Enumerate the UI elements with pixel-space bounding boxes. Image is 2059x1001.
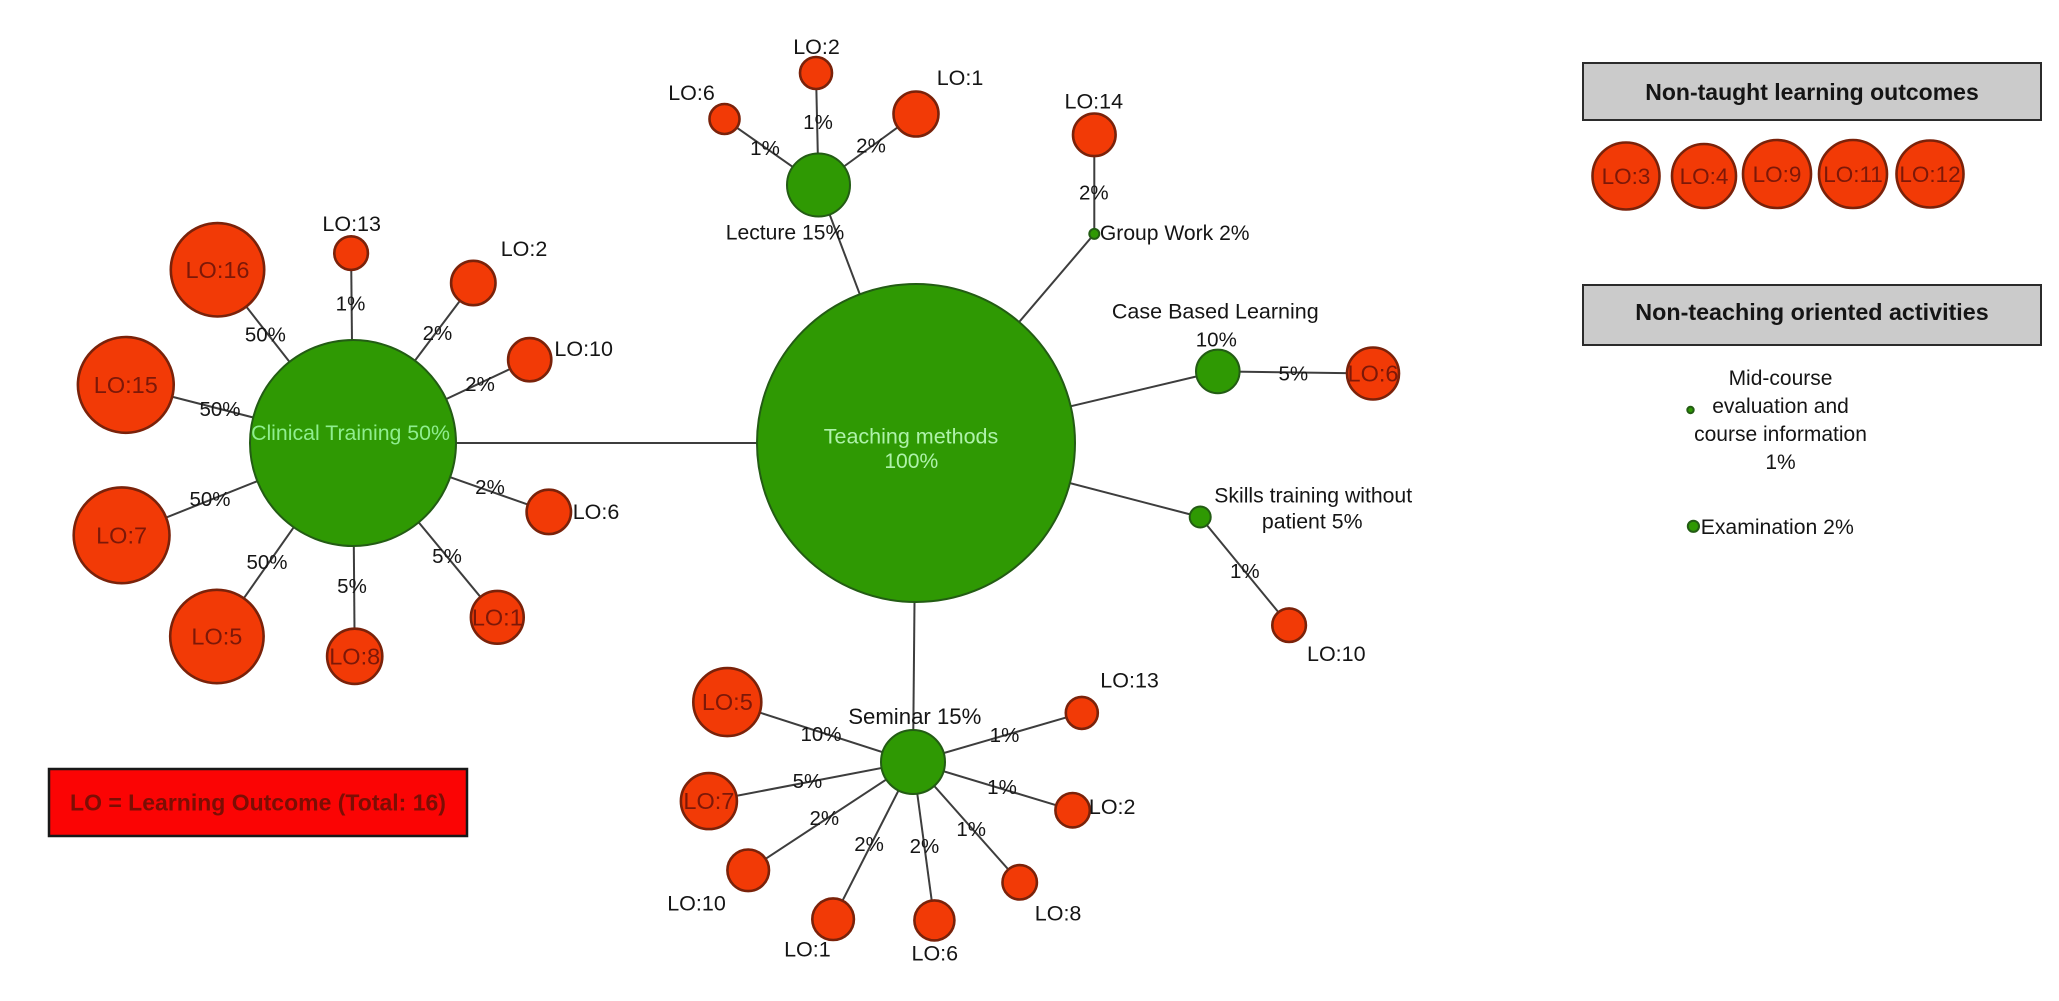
svg-text:LO:3: LO:3 [1602,164,1651,189]
svg-text:LO:14: LO:14 [1065,90,1124,114]
svg-text:Lecture 15%: Lecture 15% [726,222,844,245]
svg-text:Examination 2%: Examination 2% [1701,516,1854,539]
svg-text:LO:5: LO:5 [191,624,242,650]
svg-text:1%: 1% [750,137,780,160]
svg-text:course information: course information [1694,423,1867,446]
svg-text:2%: 2% [475,476,505,499]
svg-text:50%: 50% [246,551,287,574]
svg-text:LO:2: LO:2 [793,35,840,59]
svg-text:LO:13: LO:13 [1100,668,1159,692]
svg-text:LO:6: LO:6 [911,941,958,965]
svg-text:10%: 10% [800,723,841,746]
svg-text:1%: 1% [803,111,833,134]
svg-text:2%: 2% [809,807,839,830]
svg-text:50%: 50% [245,324,286,347]
svg-text:1%: 1% [336,293,366,316]
svg-text:LO:7: LO:7 [96,522,147,548]
svg-text:Non-taught learning outcomes: Non-taught learning outcomes [1645,79,1979,105]
svg-text:10%: 10% [1196,328,1237,351]
svg-text:2%: 2% [854,833,884,856]
svg-text:100%: 100% [884,450,938,473]
svg-text:Non-teaching oriented activiti: Non-teaching oriented activities [1635,299,1988,325]
svg-text:5%: 5% [432,545,462,568]
svg-text:evaluation and: evaluation and [1712,395,1849,418]
svg-text:LO:8: LO:8 [1035,901,1082,925]
svg-text:1%: 1% [1230,560,1260,583]
svg-text:LO:10: LO:10 [554,337,613,361]
svg-text:1%: 1% [987,776,1017,799]
svg-text:Case Based Learning: Case Based Learning [1112,300,1319,324]
svg-text:5%: 5% [793,770,823,793]
svg-text:Mid-course: Mid-course [1729,367,1833,390]
svg-text:5%: 5% [1278,363,1308,386]
svg-text:Skills training without: Skills training without [1214,484,1412,507]
svg-text:LO:10: LO:10 [1307,642,1366,666]
svg-text:50%: 50% [199,398,240,421]
svg-text:LO:10: LO:10 [667,891,726,915]
svg-text:2%: 2% [423,322,453,345]
svg-text:2%: 2% [1079,182,1109,205]
svg-text:LO:7: LO:7 [683,788,734,814]
svg-text:1%: 1% [1765,451,1795,474]
svg-text:50%: 50% [189,488,230,511]
svg-text:LO:1: LO:1 [937,66,984,90]
svg-text:LO:6: LO:6 [573,500,620,524]
svg-text:LO:6: LO:6 [1348,361,1399,387]
svg-text:LO:5: LO:5 [702,689,753,715]
svg-text:Teaching methods: Teaching methods [824,425,999,449]
svg-text:Group Work 2%: Group Work 2% [1100,222,1250,245]
svg-text:Clinical Training 50%: Clinical Training 50% [251,421,450,445]
svg-text:LO:15: LO:15 [94,372,158,398]
svg-text:1%: 1% [956,818,986,841]
svg-text:LO:4: LO:4 [1680,164,1729,189]
svg-text:LO:6: LO:6 [668,81,715,105]
svg-text:LO:2: LO:2 [1089,795,1136,819]
svg-text:1%: 1% [990,724,1020,747]
svg-text:LO:9: LO:9 [1753,162,1802,187]
svg-text:2%: 2% [910,835,940,858]
svg-text:5%: 5% [337,575,367,598]
svg-text:LO:2: LO:2 [501,237,548,261]
svg-text:2%: 2% [465,373,495,396]
svg-text:2%: 2% [856,135,886,158]
svg-text:LO:1: LO:1 [472,604,523,630]
svg-text:LO:16: LO:16 [185,257,249,283]
svg-text:LO:11: LO:11 [1823,162,1883,187]
svg-text:LO:13: LO:13 [322,212,381,236]
svg-text:LO:8: LO:8 [329,643,380,669]
svg-text:LO:1: LO:1 [784,937,831,961]
svg-text:LO = Learning Outcome (Total:: LO = Learning Outcome (Total: 16) [70,789,446,815]
svg-text:patient 5%: patient 5% [1262,509,1363,533]
svg-text:Seminar 15%: Seminar 15% [848,704,981,729]
svg-text:LO:12: LO:12 [1899,162,1960,187]
